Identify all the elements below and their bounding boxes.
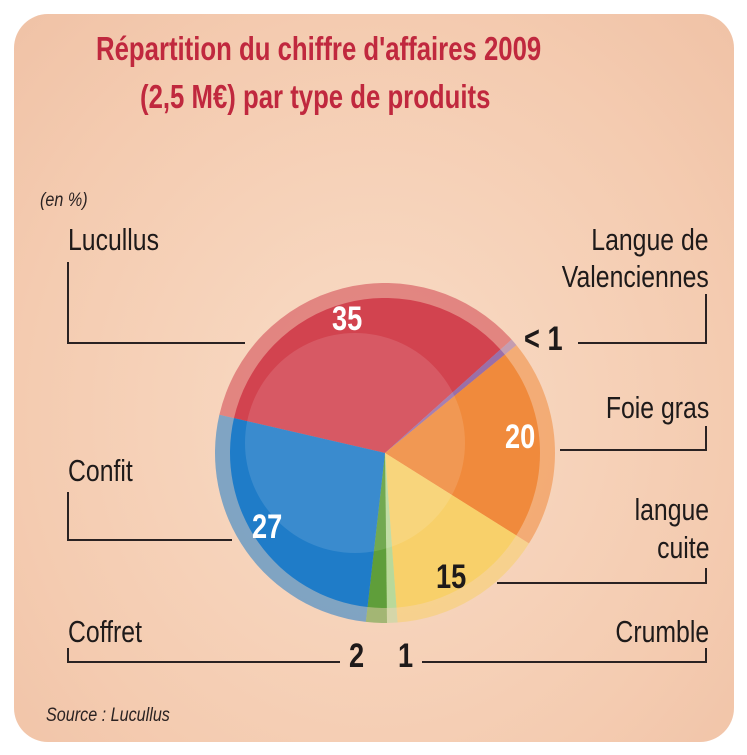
value-label-langue-valenciennes: < 1 bbox=[524, 320, 563, 358]
legend-confit: Confit bbox=[68, 453, 133, 488]
leader-foie-gras bbox=[560, 426, 707, 451]
value-label-coffret: 2 bbox=[349, 637, 365, 675]
pie-highlight bbox=[245, 333, 465, 553]
legend-lucullus: Lucullus bbox=[68, 222, 159, 257]
legend-langue-valenciennes-2: Valenciennes bbox=[561, 259, 709, 294]
value-label-lucullus: 35 bbox=[332, 300, 363, 338]
value-label-confit: 27 bbox=[252, 508, 283, 546]
pie-slice-coffret bbox=[367, 453, 387, 608]
chart-subtitle: (2,5 M€) par type de produits bbox=[140, 78, 491, 115]
leader-coffret bbox=[67, 648, 340, 663]
legend-langue-cuite-2: cuite bbox=[656, 530, 709, 565]
source-note: Source : Lucullus bbox=[46, 705, 170, 726]
legend-langue-valenciennes-1: Langue de bbox=[591, 222, 709, 257]
pie-slice-lucullus bbox=[233, 297, 501, 453]
leader-langue-cuite bbox=[497, 568, 707, 584]
pie-slice-confit bbox=[230, 418, 385, 608]
leader-confit bbox=[67, 492, 232, 541]
pie-slice-crumble bbox=[385, 453, 397, 608]
pie-slice-langue-de-valenciennes bbox=[385, 349, 505, 453]
unit-label: (en %) bbox=[40, 190, 88, 211]
legend-langue-cuite-1: langue bbox=[634, 492, 709, 527]
value-label-foie-gras: 20 bbox=[505, 418, 536, 456]
leader-crumble bbox=[422, 648, 707, 663]
value-label-langue-cuite: 15 bbox=[436, 558, 467, 596]
leader-lines bbox=[67, 262, 707, 663]
leader-lucullus bbox=[67, 262, 245, 344]
legend-foie-gras: Foie gras bbox=[605, 390, 709, 425]
value-label-crumble: 1 bbox=[398, 637, 414, 675]
leader-langue-valenciennes bbox=[578, 294, 707, 344]
chart-title: Répartition du chiffre d'affaires 2009 bbox=[96, 30, 542, 67]
pie-slice-langue-cuite bbox=[385, 453, 517, 608]
legend-coffret: Coffret bbox=[68, 614, 142, 649]
legend-crumble: Crumble bbox=[615, 614, 709, 649]
pie-slice-foie-gras bbox=[385, 354, 541, 536]
